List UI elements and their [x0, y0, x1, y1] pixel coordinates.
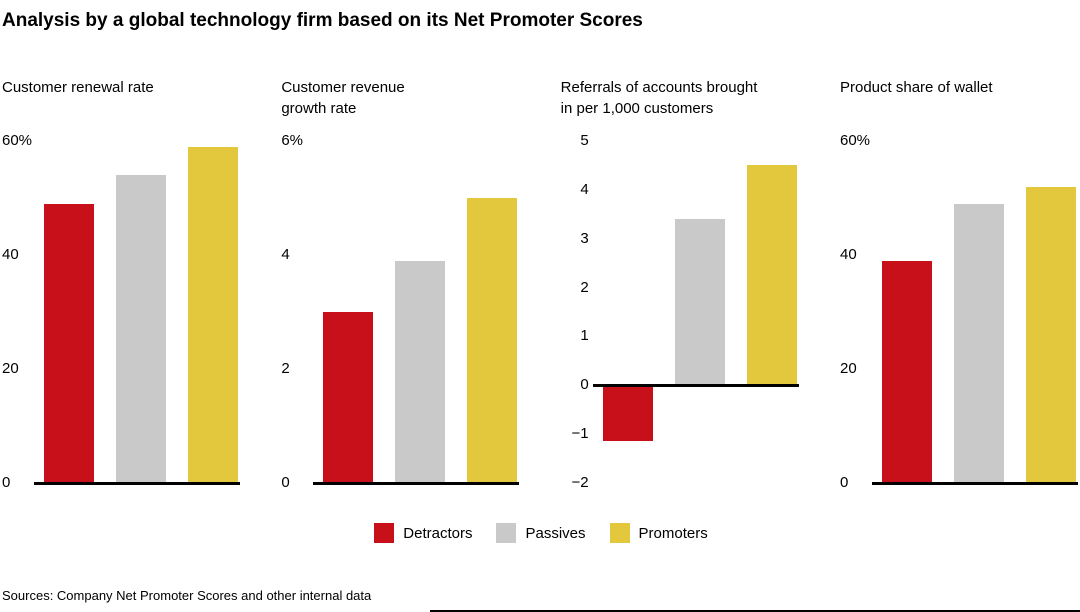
bars-area: [592, 141, 801, 483]
legend-swatch-detractors: [374, 523, 395, 543]
y-axis-tick-labels: 60% 40 20 0: [839, 132, 878, 491]
legend: Detractors Passives Promoters: [2, 523, 1080, 543]
chart-panel-3: Referrals of accounts brought in per 1,0…: [560, 77, 801, 491]
bar-passives: [953, 203, 1004, 483]
x-axis-line: [313, 481, 520, 485]
axis-tick-label: 0: [839, 474, 849, 491]
axis-tick-label: 0: [281, 474, 290, 491]
bar-detractors: [602, 387, 653, 442]
axis-tick-label: 5: [580, 132, 589, 149]
bar-promoters: [746, 165, 797, 386]
bar-promoters: [188, 146, 238, 483]
chart-plot: 6% 4 2 0: [281, 132, 521, 491]
y-axis-tick-labels: 6% 4 2 0: [281, 132, 319, 491]
y-axis-tick-labels: 5 4 3 2 1 0 −1 −2: [561, 132, 599, 491]
bar-detractors: [881, 260, 932, 483]
axis-tick-label: 2: [580, 278, 589, 296]
axis-tick-label: 40: [839, 246, 857, 263]
bars-area: [34, 141, 242, 485]
x-axis-line: [592, 383, 799, 387]
chart-panel-2: Customer revenue growth rate 6% 4 2 0: [281, 77, 521, 491]
chart-title: Referrals of accounts brought in per 1,0…: [560, 79, 758, 117]
y-axis-tick-labels: 60% 40 20 0: [2, 132, 40, 491]
bar-promoters: [467, 198, 518, 483]
axis-tick-label: −1: [571, 425, 589, 443]
charts-row: Customer renewal rate 60% 40 20 0 Customer re…: [2, 77, 1080, 491]
x-axis-line: [871, 481, 1078, 485]
axis-tick-label: 0: [2, 474, 11, 491]
axis-tick-label: 2: [281, 360, 290, 377]
chart-plot: 60% 40 20 0: [839, 132, 1080, 491]
page-title: Analysis by a global technology firm bas…: [2, 10, 643, 31]
bar-detractors: [44, 203, 94, 483]
axis-tick-label: 20: [2, 360, 19, 377]
bar-passives: [395, 260, 446, 483]
chart-title: Product share of wallet: [839, 79, 993, 96]
chart-plot: 5 4 3 2 1 0 −1 −2: [561, 132, 801, 491]
x-axis-line: [34, 481, 240, 485]
bar-passives: [674, 219, 725, 386]
bottom-rule: [430, 610, 1080, 612]
chart-panel-4: Product share of wallet 60% 40 20 0: [839, 77, 1080, 491]
chart-panel-1: Customer renewal rate 60% 40 20 0: [2, 77, 242, 491]
axis-tick-label: −2: [571, 474, 589, 491]
legend-item-promoters: Promoters: [609, 523, 708, 543]
legend-label: Promoters: [638, 524, 708, 542]
bars-area: [313, 141, 521, 485]
legend-label: Passives: [525, 524, 586, 542]
chart-title: Customer renewal rate: [2, 79, 154, 96]
axis-tick-label: 60%: [839, 132, 871, 149]
axis-tick-label: 0: [580, 376, 589, 394]
bars-area: [871, 141, 1080, 485]
source-note: Sources: Company Net Promoter Scores and…: [2, 588, 372, 603]
axis-tick-label: 4: [580, 180, 589, 198]
axis-tick-label: 4: [281, 246, 290, 263]
bar-promoters: [1025, 186, 1076, 483]
legend-item-detractors: Detractors: [374, 523, 472, 543]
legend-label: Detractors: [403, 524, 473, 542]
legend-item-passives: Passives: [496, 523, 586, 543]
axis-tick-label: 20: [839, 360, 857, 377]
axis-tick-label: 3: [580, 229, 589, 247]
axis-tick-label: 40: [2, 246, 19, 263]
bar-detractors: [323, 312, 374, 483]
chart-plot: 60% 40 20 0: [2, 132, 242, 491]
axis-tick-label: 1: [580, 327, 589, 345]
legend-swatch-promoters: [609, 523, 630, 543]
chart-title: Customer revenue growth rate: [281, 79, 405, 117]
axis-tick-label: 60%: [2, 132, 33, 149]
legend-swatch-passives: [496, 523, 517, 543]
bar-passives: [116, 175, 166, 483]
axis-tick-label: 6%: [281, 132, 304, 149]
